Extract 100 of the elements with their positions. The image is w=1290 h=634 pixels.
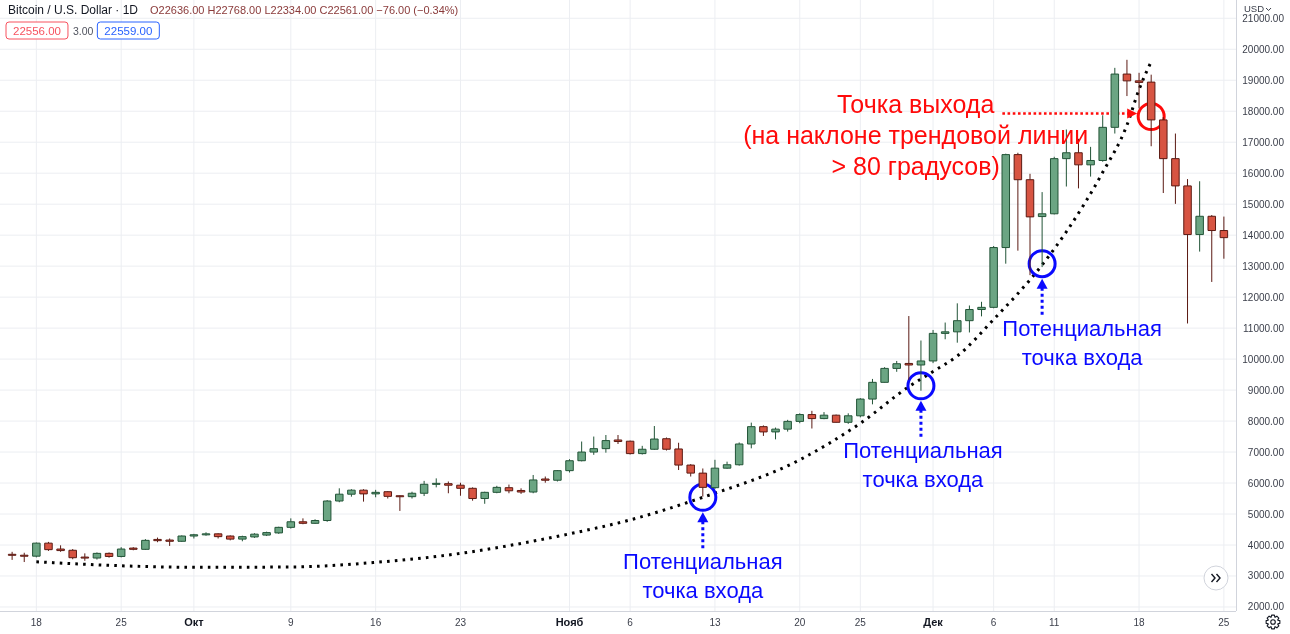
candlestick <box>225 534 235 541</box>
candlestick <box>347 488 356 498</box>
x-tick-label: 25 <box>115 617 128 628</box>
candlestick <box>19 552 29 563</box>
x-tick-label: 20 <box>794 617 806 628</box>
candlestick <box>504 484 514 494</box>
candlestick <box>1171 133 1180 205</box>
y-tick-label: 21000.00 <box>1242 12 1285 24</box>
y-tick-label: 5000.00 <box>1247 508 1285 520</box>
candlestick <box>1049 156 1059 215</box>
x-tick-label: 9 <box>288 617 295 628</box>
candlestick <box>613 434 623 445</box>
candlestick <box>335 487 344 503</box>
candlestick <box>819 411 829 420</box>
y-tick-label: 2000.00 <box>1247 601 1285 613</box>
y-tick-label: 4000.00 <box>1247 539 1285 551</box>
candlestick <box>116 546 126 558</box>
candlestick <box>1086 146 1095 178</box>
candlestick <box>322 499 332 523</box>
candlestick <box>1025 173 1035 276</box>
candlestick <box>747 422 756 449</box>
x-tick-label: 6 <box>627 617 634 628</box>
candlestick <box>480 491 489 505</box>
candlestick <box>44 541 53 552</box>
candlestick <box>32 542 41 558</box>
y-tick-label: 20000.00 <box>1242 43 1285 55</box>
y-tick-label: 17000.00 <box>1242 136 1285 148</box>
candlestick <box>371 489 380 498</box>
candlestick <box>856 397 865 418</box>
candlestick <box>807 410 817 430</box>
candlestick <box>189 533 199 539</box>
y-tick-label: 10000.00 <box>1242 353 1285 365</box>
candlestick <box>516 487 526 495</box>
candlestick <box>1195 180 1204 253</box>
candlestick <box>1110 67 1120 135</box>
annotation: 22559.00 <box>104 24 153 37</box>
candlestick <box>129 546 138 551</box>
candlestick <box>383 490 393 500</box>
candlestick <box>1037 191 1047 268</box>
candlestick <box>831 414 841 424</box>
candlestick <box>1219 216 1229 260</box>
candlestick <box>662 436 671 451</box>
candlestick <box>940 322 950 340</box>
y-tick-label: 3000.00 <box>1247 570 1285 582</box>
chart-title: Bitcoin / U.S. Dollar · 1D <box>8 3 139 17</box>
candlestick <box>359 488 368 503</box>
candlestick <box>625 440 635 456</box>
y-tick-label: 19000.00 <box>1242 74 1285 86</box>
candlestick <box>916 340 926 392</box>
candlestick <box>1122 59 1132 97</box>
annotation: Потенциальная точка входа <box>1002 315 1162 370</box>
candlestick <box>843 412 853 425</box>
candlestick <box>880 366 889 384</box>
candlestick <box>492 485 502 494</box>
x-tick-label: 18 <box>1133 617 1146 628</box>
candlestick <box>686 463 695 478</box>
candlestick <box>104 551 114 559</box>
candlestick <box>589 436 599 456</box>
candlestick <box>165 538 174 547</box>
candlestick <box>201 531 211 537</box>
x-tick-label: Нояб <box>555 616 584 628</box>
candlestick <box>456 482 465 497</box>
x-tick-label: Окт <box>184 616 205 628</box>
candlestick <box>577 441 586 462</box>
candlestick <box>407 491 417 500</box>
y-axis-title: USD <box>1244 3 1265 14</box>
candlestick <box>892 360 901 373</box>
candlestick <box>80 552 90 562</box>
candlestick <box>141 538 150 551</box>
y-tick-label: 7000.00 <box>1247 446 1285 458</box>
candlestick <box>286 517 296 530</box>
candlestick <box>1207 214 1217 283</box>
candlestick <box>977 301 986 317</box>
candlestick <box>238 535 247 542</box>
y-tick-label: 15000.00 <box>1242 198 1285 210</box>
y-tick-label: 12000.00 <box>1242 291 1285 303</box>
candlestick <box>468 486 477 502</box>
candlestick <box>601 434 611 454</box>
candlestick <box>965 305 974 333</box>
candlestick <box>953 302 962 344</box>
candlestick <box>298 517 308 525</box>
candlestick <box>674 442 683 471</box>
candlestick <box>274 526 283 535</box>
y-tick-label: 8000.00 <box>1247 415 1285 427</box>
candlestick <box>7 551 17 561</box>
candlestick <box>722 461 732 470</box>
x-tick-label: 16 <box>370 617 382 628</box>
annotation: 3.00 <box>72 24 94 37</box>
candlestick <box>213 532 223 539</box>
candlestick <box>771 427 780 440</box>
candlestick <box>431 477 441 488</box>
candlestick <box>553 469 562 482</box>
candlestick <box>528 474 538 494</box>
y-tick-label: 11000.00 <box>1243 322 1285 334</box>
annotation: Потенциальная точка входа <box>623 549 783 604</box>
candlestick <box>710 459 720 490</box>
candlestick <box>1134 72 1144 109</box>
candlestick <box>1159 116 1168 194</box>
x-tick-label: 25 <box>1218 617 1230 628</box>
candlestick <box>56 544 65 553</box>
